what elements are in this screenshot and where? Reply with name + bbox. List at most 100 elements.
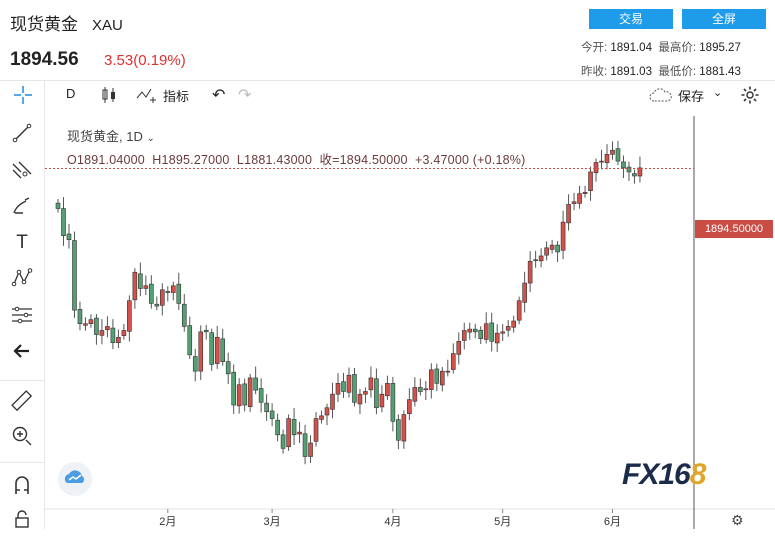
candle-body [379, 393, 385, 408]
candle-body [621, 161, 626, 169]
trade-button[interactable]: 交易 [589, 9, 673, 29]
candle-body [385, 383, 390, 397]
candle-body [330, 393, 335, 410]
candle-body [170, 285, 176, 293]
candle-body [105, 326, 110, 330]
candle-body [121, 330, 127, 336]
candle-body [368, 377, 374, 391]
interval-select[interactable]: D [66, 86, 76, 101]
lock-icon[interactable] [10, 508, 34, 532]
candle-body [242, 383, 247, 406]
last-price-tag: 1894.50000 [695, 220, 773, 238]
candle-body [494, 332, 500, 344]
candle-body [269, 410, 275, 419]
fib-tool-icon[interactable] [10, 160, 34, 184]
candle-body [363, 391, 368, 395]
redo-icon[interactable]: ↷ [238, 87, 252, 104]
stats-row-2: 昨收: 1891.03 最低价: 1881.43 [581, 63, 741, 79]
save-button[interactable]: 保存 [678, 89, 705, 104]
candle-body [544, 247, 549, 256]
candle-body [154, 303, 160, 307]
candle-body [72, 240, 77, 311]
candle-body [132, 271, 138, 301]
candle-body [615, 148, 621, 162]
weather-badge[interactable] [58, 462, 92, 496]
candle-body [445, 370, 451, 373]
low-label: 最低价: [658, 66, 697, 78]
candle-body [352, 374, 357, 403]
magnet-icon[interactable] [10, 474, 34, 498]
candle-body [478, 329, 484, 339]
candlestick-chart: 2月 3月 4月 5月 6月 ⚙ [45, 116, 775, 529]
candle-type-icon[interactable] [101, 86, 117, 107]
trend-line-icon[interactable] [10, 123, 34, 147]
candle-body [55, 202, 61, 209]
crosshair-icon[interactable] [12, 84, 34, 106]
candle-body [324, 407, 330, 416]
cloud-save-icon[interactable] [648, 87, 674, 106]
candle-body [160, 289, 165, 306]
candle-body [434, 368, 440, 384]
candle-body [390, 383, 396, 422]
candle-body [489, 322, 495, 342]
candle-body [555, 244, 560, 253]
chart-legend-title[interactable]: 现货黄金, 1D ⌄ [67, 126, 155, 145]
candle-body [280, 434, 286, 449]
candle-body [423, 388, 429, 391]
candle-body [127, 300, 132, 332]
candle-body [297, 431, 302, 435]
candle-body [110, 327, 116, 343]
candle-body [637, 167, 643, 177]
candle-body [346, 374, 352, 393]
ruler-icon[interactable] [10, 390, 34, 414]
undo-icon[interactable]: ↶ [212, 87, 226, 104]
indicators-button[interactable]: 指标 [163, 89, 190, 104]
brush-icon[interactable] [10, 196, 34, 220]
stats-row-1: 今开: 1891.04 最高价: 1895.27 [581, 39, 741, 55]
prev-close-value: 1891.03 [610, 66, 652, 78]
fullscreen-button[interactable]: 全屏 [682, 9, 766, 29]
candle-body [313, 418, 319, 442]
candle-body [467, 328, 473, 333]
legend-chevron-icon[interactable]: ⌄ [146, 133, 155, 144]
candle-body [149, 283, 154, 304]
candle-body [456, 341, 462, 355]
candle-body [374, 378, 379, 409]
candle-body [599, 160, 604, 163]
back-arrow-icon[interactable] [10, 341, 34, 365]
candle-body [116, 336, 121, 343]
candle-body [538, 255, 544, 262]
candle-body [258, 388, 264, 403]
save-dropdown-chevron-icon[interactable]: ⌄ [713, 87, 723, 99]
instrument-symbol: XAU [92, 17, 123, 34]
candle-body [236, 384, 242, 407]
measure-tool-icon[interactable] [10, 305, 34, 329]
indicators-icon[interactable] [136, 86, 158, 107]
candle-body [577, 193, 582, 204]
candle-body [264, 402, 269, 413]
candle-body [461, 330, 467, 341]
high-value: 1895.27 [699, 42, 741, 54]
candle-body [527, 261, 533, 284]
text-tool-icon[interactable]: T [16, 232, 28, 253]
candle-body [418, 387, 423, 392]
zoom-in-icon[interactable] [10, 425, 34, 449]
candle-body [582, 191, 588, 194]
open-value: 1891.04 [610, 42, 652, 54]
candle-body [407, 399, 412, 414]
candle-body [588, 171, 593, 191]
settings-gear-icon[interactable] [740, 85, 760, 108]
candle-body [610, 149, 615, 155]
candle-body [439, 370, 445, 386]
candle-body [214, 336, 220, 364]
candle-body [275, 419, 280, 436]
current-price: 1894.56 [10, 49, 79, 70]
candle-body [632, 173, 637, 177]
high-label: 最高价: [658, 42, 697, 54]
chart-area[interactable]: 2月 3月 4月 5月 6月 ⚙ [45, 116, 775, 529]
candle-body [66, 233, 72, 240]
pattern-tool-icon[interactable] [10, 268, 34, 292]
candle-body [209, 332, 215, 365]
price-change: 3.53(0.19%) [104, 52, 186, 69]
candle-body [138, 273, 143, 289]
